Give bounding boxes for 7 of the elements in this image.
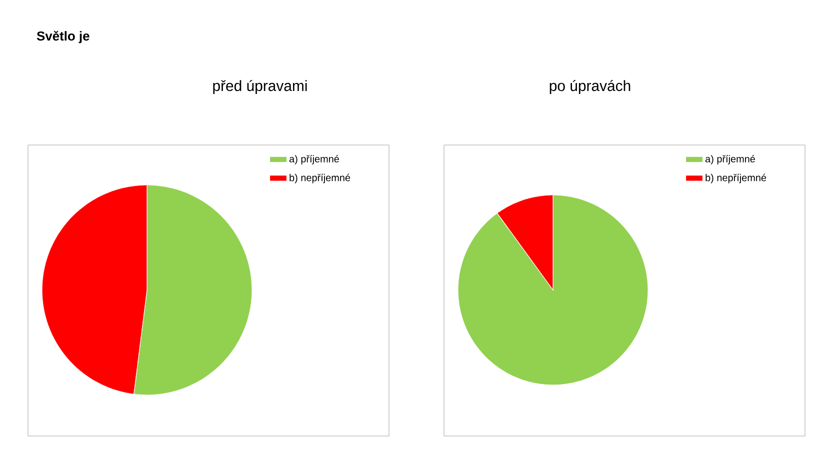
chart-title: Světlo je: [36, 30, 90, 44]
legend-label: a) příjemné: [705, 154, 755, 164]
chart-subtitle: po úpravách: [550, 80, 630, 94]
legend-label: b) nepříjemné: [290, 174, 350, 184]
legend-label: b) nepříjemné: [706, 174, 766, 184]
legend-label: a) příjemné: [289, 154, 339, 164]
chart-subtitle: před úpravami: [213, 80, 307, 94]
